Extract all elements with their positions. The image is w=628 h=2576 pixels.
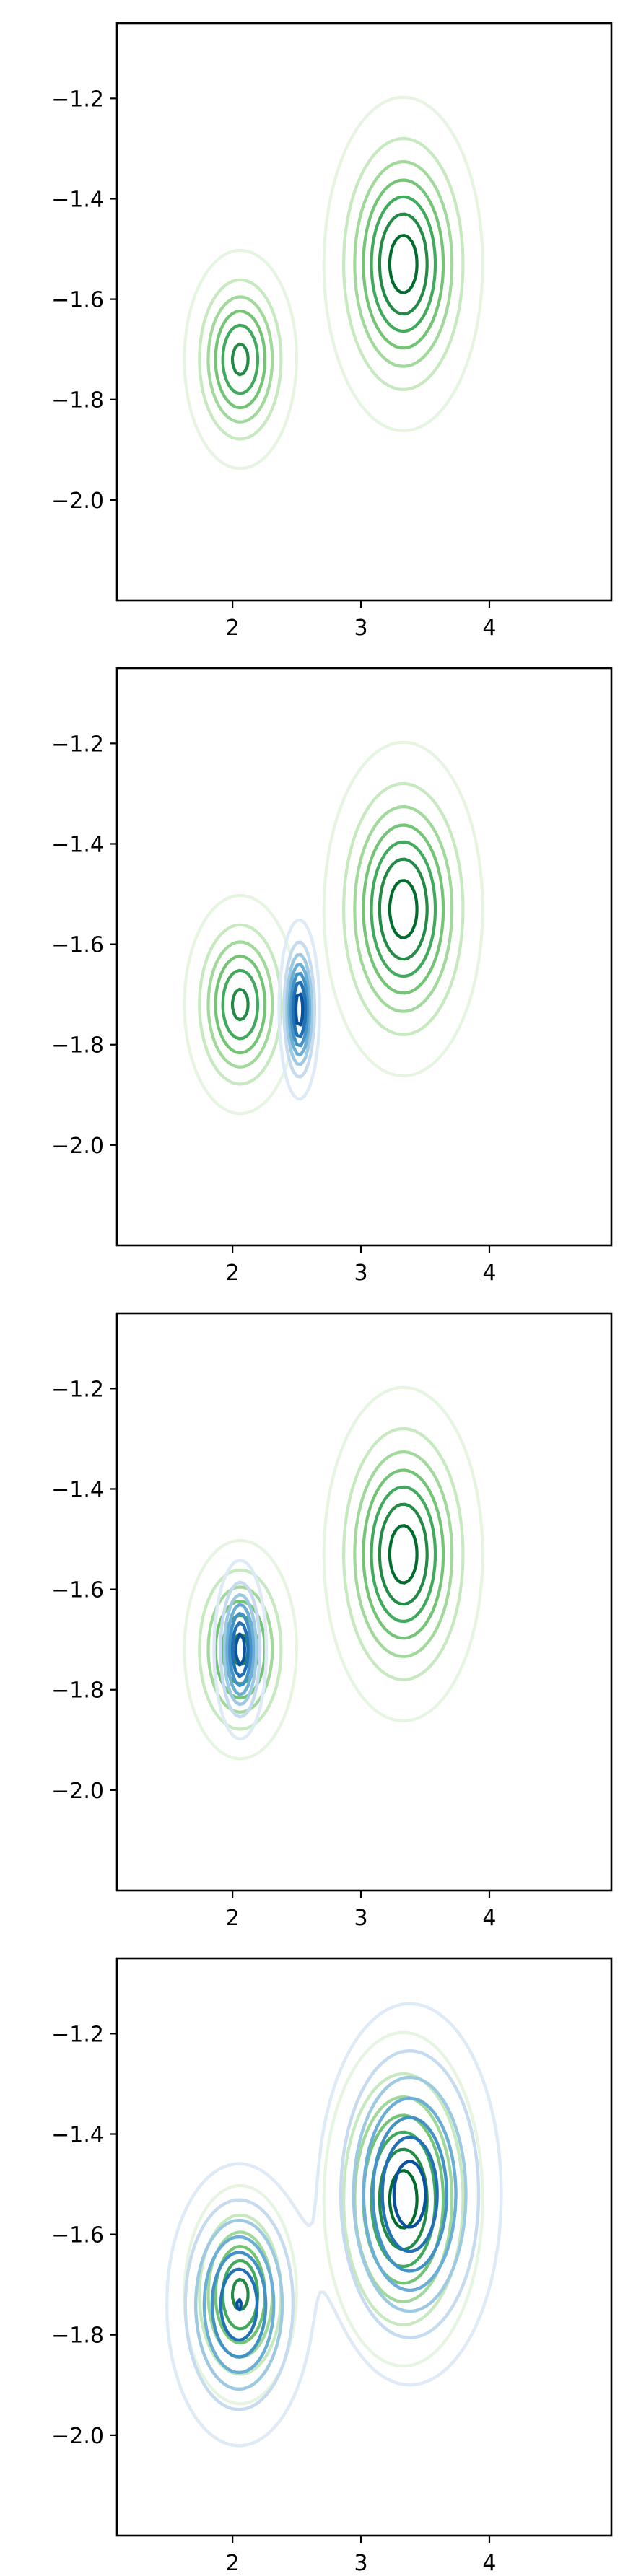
contours — [183, 740, 484, 1116]
y-tick-label: −1.2 — [51, 732, 104, 757]
y-tick-label: −1.6 — [51, 933, 104, 958]
panel-2: 2 3 4 −1.2 −1.4 −1.6 −1.8 −2.0 — [51, 667, 613, 1286]
x-tick-label: 2 — [226, 1261, 240, 1286]
greens-contour-level-6 — [230, 857, 429, 1022]
axes-frame — [115, 1312, 613, 1892]
x-tick-label: 3 — [354, 1261, 368, 1286]
x-tick-label: 4 — [482, 615, 496, 641]
y-tick-label: −1.4 — [51, 832, 104, 857]
y-tick-label: −1.4 — [51, 2122, 104, 2147]
greens-contour-level-2 — [198, 781, 465, 1086]
y-tick-label: −1.6 — [51, 2223, 104, 2248]
contours — [183, 95, 484, 470]
blues-contour-level-4 — [202, 2096, 458, 2375]
blues-contour-level-2 — [219, 1580, 262, 1719]
greens-contour-level-5 — [221, 840, 437, 1041]
y-tick-label: −2.0 — [51, 2424, 104, 2449]
blues-contour-level-4 — [225, 1603, 256, 1696]
y-tick-label: −1.8 — [51, 1033, 104, 1059]
blues-contour-level-6 — [291, 981, 308, 1038]
greens-contour-level-4 — [214, 823, 445, 1055]
x-tick-label: 2 — [226, 615, 240, 641]
greens-contour-level-1 — [183, 95, 484, 470]
blues-contour-level-5 — [210, 2116, 448, 2359]
blues-contour-level-6 — [230, 1621, 250, 1678]
y-tick-label: −1.6 — [51, 288, 104, 313]
y-tick-label: −2.0 — [51, 1779, 104, 1804]
y-tick-label: −1.8 — [51, 2323, 104, 2349]
y-tick-label: −1.2 — [51, 2022, 104, 2047]
greens-contour-level-3 — [206, 160, 454, 424]
greens-contour-level-3 — [206, 805, 454, 1069]
greens-contour-level-3 — [206, 1450, 454, 1714]
greens-contour-level-4 — [214, 1468, 445, 1700]
greens-contour-level-7 — [388, 1524, 419, 1585]
y-tick-label: −1.4 — [51, 1477, 104, 1502]
axes-frame — [115, 667, 613, 1247]
x-tick-label: 4 — [482, 2551, 496, 2576]
blues-contour-level-2 — [183, 2049, 481, 2411]
y-tick-label: −1.8 — [51, 388, 104, 413]
contours — [165, 2002, 503, 2448]
greens-contour-level-7 — [388, 2169, 419, 2230]
panel-1: 2 3 4 −1.2 −1.4 −1.6 −1.8 −2.0 — [51, 22, 613, 641]
blues-contour-level-5 — [289, 971, 310, 1048]
axes-frame — [115, 22, 613, 602]
y-tick-label: −2.0 — [51, 489, 104, 514]
blues-contour-level-3 — [222, 1593, 258, 1707]
x-tick-label: 4 — [482, 1906, 496, 1931]
blues-contour-level-7 — [294, 992, 305, 1027]
panel-4: 2 3 4 −1.2 −1.4 −1.6 −1.8 −2.0 — [51, 1957, 613, 2576]
y-tick-label: −2.0 — [51, 1134, 104, 1159]
greens-contour-level-4 — [214, 178, 445, 410]
blues-contour-level-2 — [282, 940, 316, 1079]
y-tick-label: −1.8 — [51, 1678, 104, 1704]
x-tick-label: 4 — [482, 1261, 496, 1286]
y-tick-label: −1.2 — [51, 87, 104, 112]
axes-frame — [115, 1957, 613, 2537]
blues-contour-level-5 — [228, 1612, 253, 1688]
y-tick-label: −1.4 — [51, 187, 104, 212]
blues-contour-level-1 — [277, 919, 321, 1101]
x-tick-label: 3 — [354, 615, 368, 641]
blues-contour-level-3 — [194, 2075, 468, 2391]
blues-contour-level-3 — [285, 952, 313, 1066]
contours — [183, 1385, 484, 1761]
x-tick-label: 2 — [226, 2551, 240, 2576]
greens-contour-level-5 — [221, 195, 437, 395]
blues-contour-level-1 — [165, 2002, 503, 2448]
y-tick-label: −1.2 — [51, 1377, 104, 1402]
x-tick-label: 3 — [354, 2551, 368, 2576]
blues-contour-level-7 — [235, 2160, 427, 2312]
greens-contour-level-7 — [388, 879, 419, 939]
blues-contour-level-6 — [219, 2135, 439, 2342]
greens-contour-level-7 — [388, 234, 419, 294]
greens-contour-level-6 — [230, 212, 429, 377]
y-tick-label: −1.6 — [51, 1578, 104, 1603]
greens-contour-level-2 — [198, 136, 465, 441]
greens-contour-level-1 — [183, 1385, 484, 1761]
x-tick-label: 2 — [226, 1906, 240, 1931]
greens-contour-level-1 — [183, 2030, 484, 2406]
blues-contour-level-7 — [234, 1632, 246, 1667]
x-tick-label: 3 — [354, 1906, 368, 1931]
greens-contour-level-1 — [183, 740, 484, 1116]
blues-contour-level-1 — [212, 1559, 268, 1741]
panel-3: 2 3 4 −1.2 −1.4 −1.6 −1.8 −2.0 — [51, 1312, 613, 1931]
greens-contour-level-2 — [198, 1427, 465, 1731]
blues-contour-level-4 — [287, 963, 311, 1056]
